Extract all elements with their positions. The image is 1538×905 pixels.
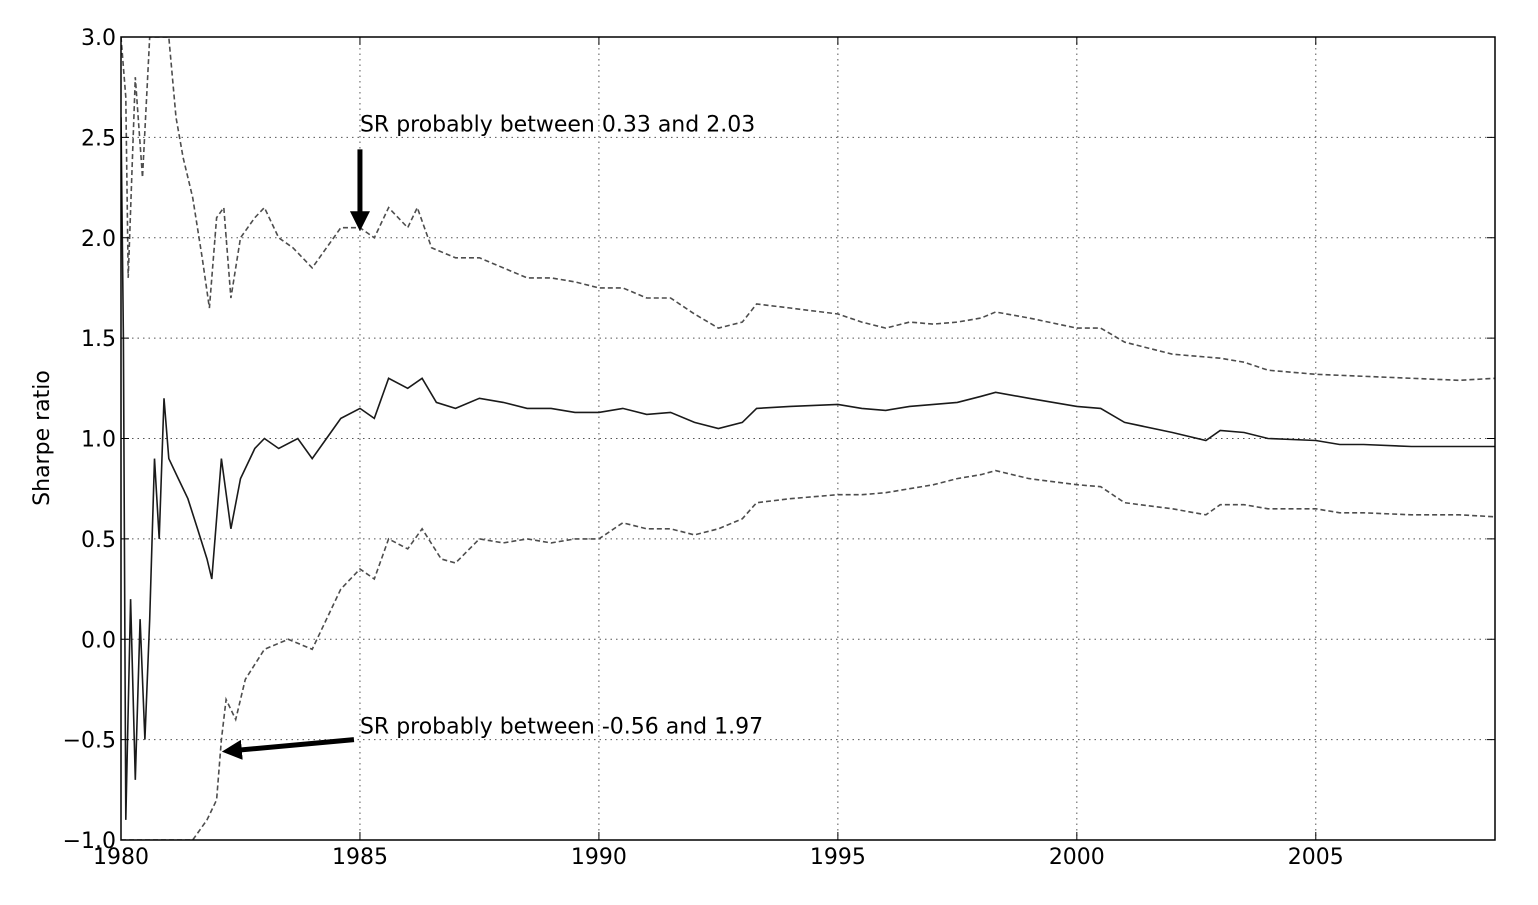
x-tick-label: 2005	[1288, 845, 1344, 870]
y-tick-label: 0.0	[81, 628, 116, 653]
x-tick-label: 1990	[571, 845, 627, 870]
annotation-text: SR probably between 0.33 and 2.03	[360, 112, 755, 137]
y-axis-label: Sharpe ratio	[30, 370, 55, 506]
series-line-solid	[121, 117, 1495, 820]
annotations: SR probably between 0.33 and 2.03 SR prob…	[221, 112, 763, 760]
y-tick-label: 2.5	[81, 126, 116, 151]
x-tick-label: 1980	[93, 845, 149, 870]
x-tick-label: 2000	[1049, 845, 1105, 870]
y-tick-label: 2.0	[81, 227, 116, 252]
axis-ticks: 1980 1985 1990 1995 2000 2005 −1.0 −0.5 0.0 0.5 1.…	[63, 26, 1495, 870]
y-tick-label: 1.5	[81, 327, 116, 352]
series-line-dashed	[121, 37, 1495, 382]
series-line-dashed	[121, 469, 1495, 840]
annotation-text: SR probably between -0.56 and 1.97	[360, 715, 763, 740]
data-series	[121, 37, 1495, 840]
y-tick-label: 0.5	[81, 528, 116, 553]
annotation-arrow	[221, 737, 355, 760]
x-tick-label: 1985	[332, 845, 388, 870]
y-tick-label: −1.0	[63, 829, 116, 854]
y-tick-label: 1.0	[81, 428, 116, 453]
x-tick-label: 1995	[810, 845, 866, 870]
y-tick-label: −0.5	[63, 729, 116, 754]
y-tick-label: 3.0	[81, 26, 116, 51]
